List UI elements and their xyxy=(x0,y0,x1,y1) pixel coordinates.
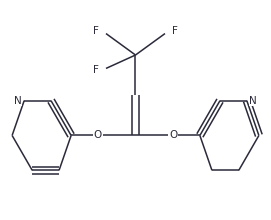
Text: O: O xyxy=(169,130,177,141)
Text: O: O xyxy=(94,130,102,141)
Text: F: F xyxy=(93,26,99,37)
Text: N: N xyxy=(250,96,257,106)
Text: N: N xyxy=(14,96,21,106)
Text: F: F xyxy=(172,26,178,37)
Text: F: F xyxy=(93,65,99,75)
